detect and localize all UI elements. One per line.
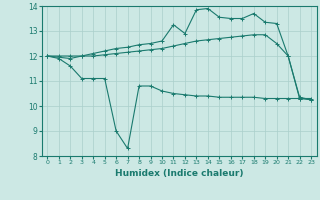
X-axis label: Humidex (Indice chaleur): Humidex (Indice chaleur) bbox=[115, 169, 244, 178]
